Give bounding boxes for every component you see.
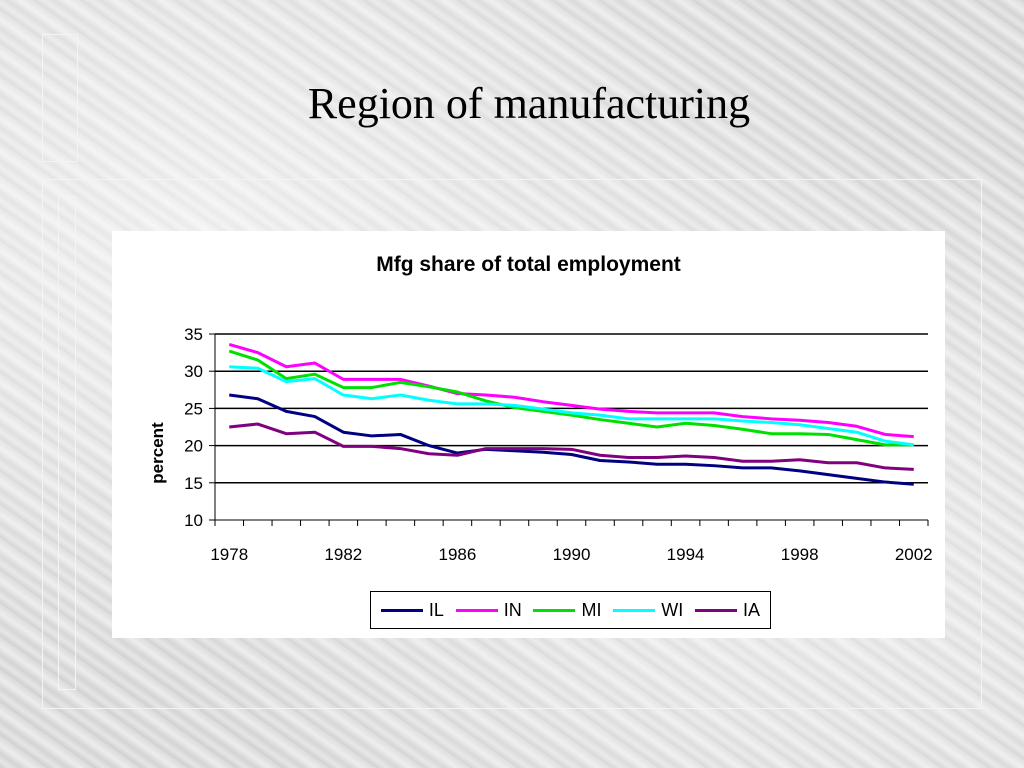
axes bbox=[209, 333, 929, 526]
decorative-frame-side bbox=[58, 196, 76, 690]
x-tick-label: 1986 bbox=[439, 545, 477, 564]
legend-swatch bbox=[380, 608, 423, 612]
legend-item-wi: WI bbox=[613, 600, 683, 621]
legend-item-ia: IA bbox=[695, 600, 760, 621]
y-tick-label: 15 bbox=[184, 474, 203, 493]
legend-swatch bbox=[533, 608, 576, 612]
x-tick-label: 1978 bbox=[210, 545, 248, 564]
legend-label: WI bbox=[661, 599, 684, 620]
decorative-frame-outer bbox=[42, 179, 982, 709]
series-line-wi bbox=[229, 365, 914, 447]
x-tick-label: 2002 bbox=[895, 545, 933, 564]
series-lines bbox=[228, 342, 914, 486]
legend-label: IL bbox=[428, 599, 444, 620]
series-line-in bbox=[228, 342, 914, 439]
legend-swatch bbox=[613, 608, 656, 612]
legend-swatch bbox=[455, 608, 498, 612]
legend-label: MI bbox=[581, 599, 602, 620]
chart-area: Mfg share of total employment percent 35… bbox=[112, 231, 945, 638]
y-tick-label: 30 bbox=[184, 362, 203, 381]
legend-label: IA bbox=[743, 599, 761, 620]
legend-label: IN bbox=[503, 599, 522, 620]
gridlines bbox=[215, 333, 928, 484]
x-tick-label: 1982 bbox=[324, 545, 362, 564]
slide-title: Region of manufacturing bbox=[307, 79, 751, 128]
series-line-ia bbox=[229, 422, 914, 471]
y-tick-label: 25 bbox=[184, 399, 203, 418]
x-tick-label: 1998 bbox=[781, 545, 819, 564]
y-tick-label: 20 bbox=[184, 437, 203, 456]
chart-title: Mfg share of total employment bbox=[376, 253, 681, 276]
y-tick-label: 35 bbox=[184, 325, 203, 344]
series-line-mi bbox=[228, 349, 914, 447]
x-tick-label: 1990 bbox=[553, 545, 591, 564]
decorative-frame-top bbox=[42, 34, 78, 162]
legend-item-il: IL bbox=[380, 599, 444, 621]
line-chart: 35 30 25 20 15 10 1978 1982 1986 1990 1994 1998 2002 bbox=[184, 325, 933, 564]
legend-swatch bbox=[695, 608, 738, 612]
series-line-il bbox=[229, 393, 914, 486]
legend-item-mi: MI bbox=[533, 600, 601, 621]
x-tick-label: 1994 bbox=[667, 545, 705, 564]
chart-legend: IL IN MI WI IA bbox=[370, 591, 771, 629]
legend-item-in: IN bbox=[455, 599, 522, 621]
tick-labels: 35 30 25 20 15 10 1978 1982 1986 1990 1994 1998 2002 bbox=[184, 325, 933, 564]
y-tick-label: 10 bbox=[184, 511, 203, 530]
